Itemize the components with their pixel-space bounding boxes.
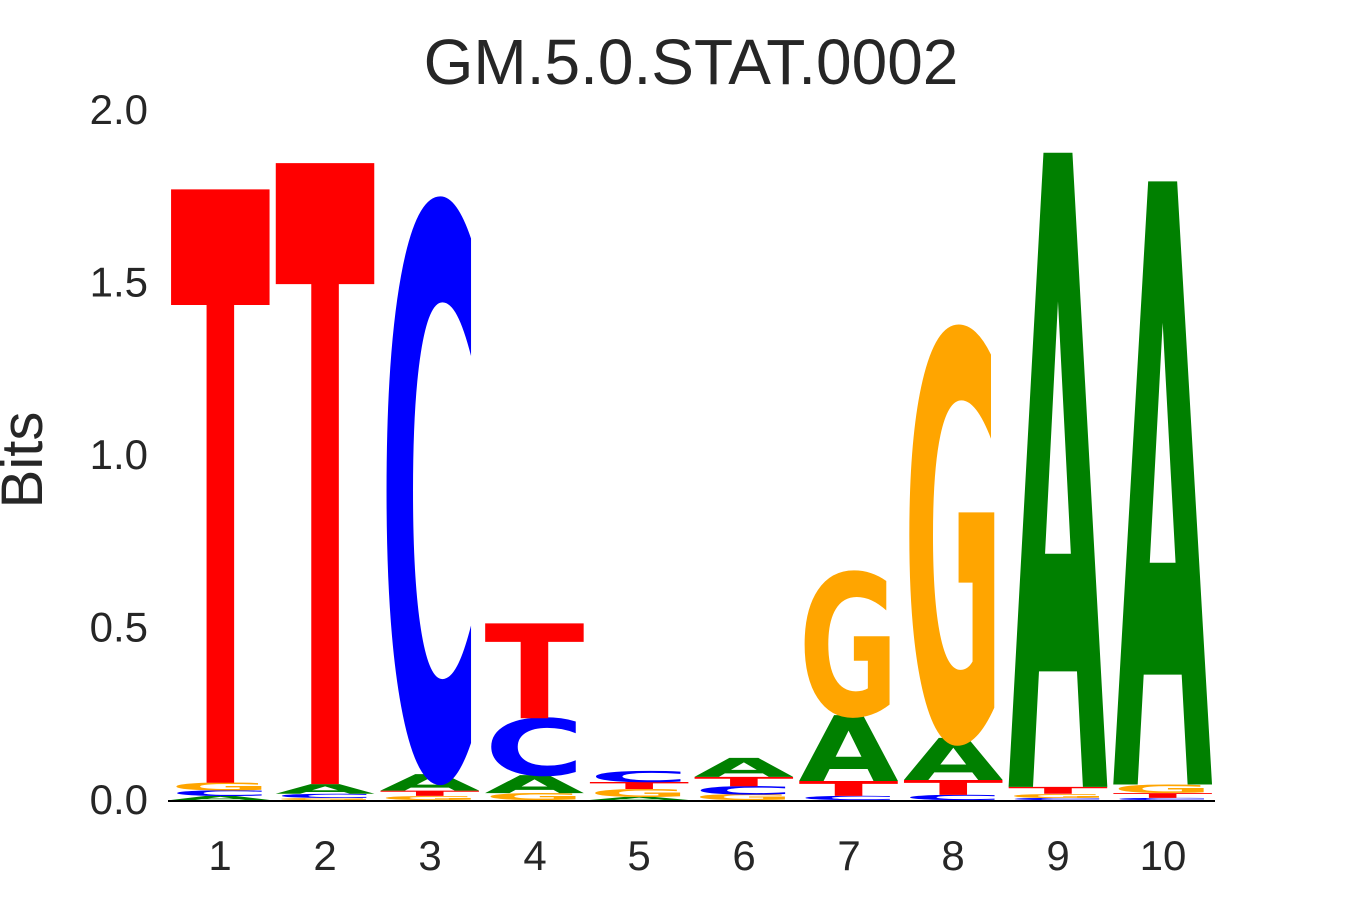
y-tick-2.0: 2.0 [90,86,148,133]
x-tick-3: 3 [418,832,441,879]
logo-letter-pos1-C: C [170,789,270,798]
logo-letter-pos3-C: C [380,52,480,900]
logo-letter-pos6-A: A [694,753,795,783]
logo-letter-pos4-C: C [484,704,584,795]
logo-letter-pos2-C: C [275,793,375,800]
logo-letter-pos10-T: T [1113,792,1213,800]
chart-title: GM.5.0.STAT.0002 [424,26,959,98]
logo-letter-pos9-T: T [1008,785,1109,796]
x-tick-6: 6 [732,832,755,879]
logo-letter-pos3-A: A [380,770,480,796]
logo-letter-pos5-G: G [589,787,689,800]
logo-letter-pos10-C: C [1113,797,1213,800]
x-tick-4: 4 [523,832,546,879]
logo-letter-pos2-G: G [275,797,375,800]
y-tick-0.5: 0.5 [90,604,148,651]
logo-letter-pos5-C: C [589,768,689,786]
x-tick-7: 7 [837,832,860,879]
logo-letter-pos8-G: G [903,223,1003,870]
logo-letter-pos9-G: G [1008,793,1108,800]
x-tick-10: 10 [1140,832,1187,879]
x-tick-5: 5 [627,832,650,879]
x-tick-8: 8 [941,832,964,879]
logo-letter-pos6-G: G [694,793,794,802]
x-tick-2: 2 [313,832,336,879]
y-tick-labels: 0.0 0.5 1.0 1.5 2.0 [90,86,148,823]
logo-letter-pos8-C: C [903,793,1003,801]
logo-letter-pos8-A: A [903,727,1003,794]
y-tick-1.5: 1.5 [90,259,148,306]
x-tick-1: 1 [208,832,231,879]
logo-letter-pos3-G: G [380,795,480,802]
logo-letter-pos6-T: T [694,774,795,789]
y-tick-0.0: 0.0 [90,776,148,823]
logo-letter-pos1-T: T [170,28,271,900]
logo-letter-pos4-A: A [484,770,584,799]
logo-letter-pos9-A: A [1008,0,1109,900]
logo-letter-pos9-C: C [1008,797,1108,800]
logo-letter-pos10-G: G [1113,782,1213,796]
logo-letter-pos2-T: T [275,0,376,900]
logo-letter-pos8-T: T [903,776,1003,800]
x-tick-9: 9 [1046,832,1069,879]
logo-letter-pos7-T: T [799,777,899,801]
logo-letter-pos5-A: A [589,796,689,801]
logo-letter-pos4-T: T [484,598,584,749]
logo-letter-pos2-A: A [275,782,375,797]
y-tick-1.0: 1.0 [90,431,148,478]
logo-letter-pos7-G: G [799,534,899,762]
logo-letter-pos7-A: A [799,699,899,803]
y-axis-label: Bits [0,412,55,509]
logo-letter-pos7-C: C [799,795,899,802]
logo-letter-pos5-T: T [589,780,690,791]
logo-letter-pos10-A: A [1113,16,1214,900]
logo-letter-pos4-G: G [484,791,584,802]
logo-letter-pos1-A: A [170,795,270,802]
logo-letter-pos1-G: G [170,781,270,793]
logo-letter-pos3-T: T [380,789,480,797]
x-tick-labels: 1 2 3 4 5 6 7 8 9 10 [208,832,1186,879]
logo-letter-pos6-C: C [694,784,794,797]
